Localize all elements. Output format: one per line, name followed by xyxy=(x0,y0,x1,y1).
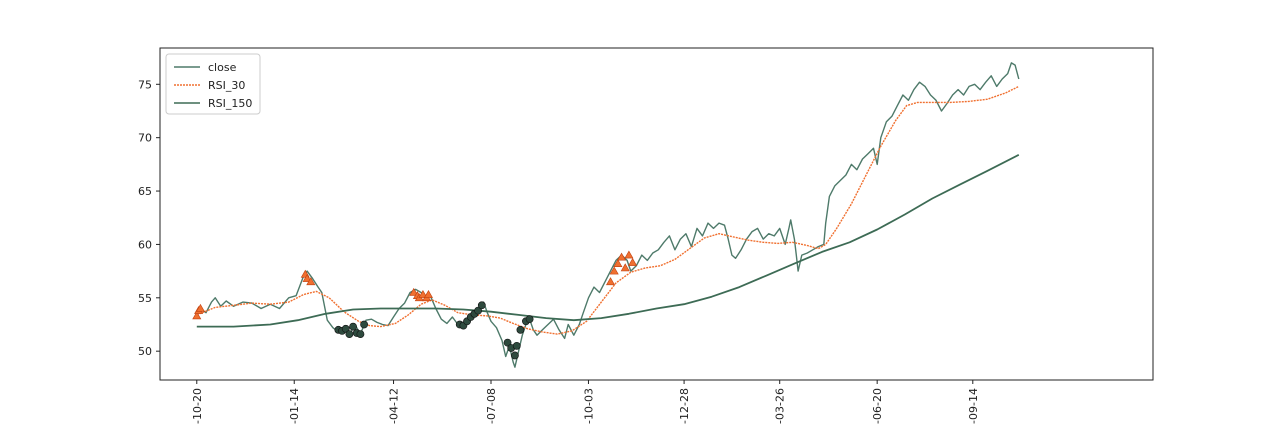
sell-signal-marker xyxy=(503,338,512,347)
buy-signal-marker xyxy=(192,311,202,320)
sell-signal-marker xyxy=(512,341,521,350)
plot-border xyxy=(159,47,1154,381)
x-axis: -10-20 -01-14 -04-12 -07-08 -10-03 -12-28 -03-… xyxy=(191,380,980,424)
buy-signal-marker xyxy=(628,257,638,266)
x-tick-label: -04-12 xyxy=(388,388,401,424)
y-axis: 50 55 60 65 70 75 xyxy=(138,78,160,358)
buy-signal-marker xyxy=(613,259,623,267)
buy-signal-marker xyxy=(423,289,433,298)
sell-signal-marker xyxy=(511,351,519,360)
buy-signal-marker xyxy=(195,303,205,312)
y-tick-label: 55 xyxy=(138,292,152,305)
legend-label-close: close xyxy=(208,61,237,74)
x-tick-label: -10-03 xyxy=(582,388,595,424)
buy-signal-marker xyxy=(620,263,630,272)
sell-signal-marker xyxy=(477,301,486,310)
y-tick-label: 65 xyxy=(138,185,152,198)
legend-box xyxy=(165,53,261,115)
y-tick-label: 75 xyxy=(138,78,152,91)
buy-signal-marker xyxy=(418,289,428,298)
buy-signal-marker xyxy=(624,250,634,259)
buy-signal-marker xyxy=(306,277,316,286)
buy-signal-marker xyxy=(606,277,616,286)
sell-signal-marker xyxy=(356,330,365,338)
signal-markers xyxy=(192,250,638,360)
x-tick-label: -10-20 xyxy=(191,388,204,424)
sell-signal-marker xyxy=(474,306,483,315)
sell-signal-marker xyxy=(516,325,525,334)
series-line-close xyxy=(196,62,1020,368)
legend-label-rsi-150: RSI_150 xyxy=(208,97,252,110)
buy-signal-marker xyxy=(409,287,419,296)
y-tick-label: 50 xyxy=(138,345,152,358)
sell-signal-marker xyxy=(345,330,354,338)
x-tick-label: -06-20 xyxy=(871,388,884,424)
sell-signal-marker xyxy=(525,315,534,324)
buy-signal-marker xyxy=(617,252,627,261)
series-line-rsi-150 xyxy=(196,153,1020,328)
y-tick-label: 60 xyxy=(138,238,152,251)
buy-signal-marker xyxy=(609,266,619,275)
x-tick-label: -09-14 xyxy=(967,388,980,424)
y-tick-label: 70 xyxy=(138,132,152,145)
x-tick-label: -03-26 xyxy=(774,388,787,424)
sell-signal-marker xyxy=(360,320,369,329)
plot-frame xyxy=(159,47,1154,381)
legend: close RSI_30 RSI_150 xyxy=(165,53,261,115)
sell-signal-marker xyxy=(341,324,350,333)
x-tick-label: -07-08 xyxy=(485,388,498,424)
series-line-rsi-30 xyxy=(196,85,1020,335)
legend-label-rsi-30: RSI_30 xyxy=(208,79,245,92)
sell-signal-marker xyxy=(349,322,357,331)
x-tick-label: -12-28 xyxy=(678,388,691,424)
x-tick-label: -01-14 xyxy=(288,388,301,424)
buy-signal-marker xyxy=(302,273,312,282)
series-lines xyxy=(196,62,1020,368)
